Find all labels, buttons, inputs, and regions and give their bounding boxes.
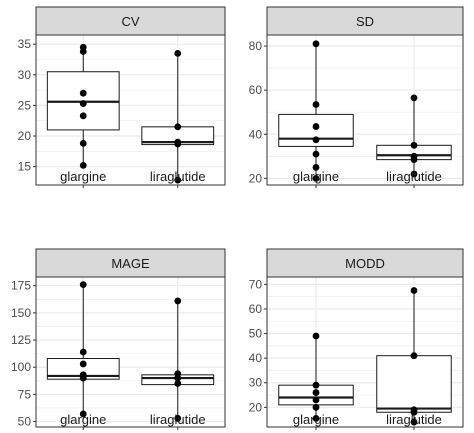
data-point [174, 297, 182, 305]
data-point [79, 360, 87, 368]
x-category-label: liraglutide [386, 412, 442, 427]
data-point [79, 48, 87, 55]
data-point [312, 123, 320, 130]
y-tick-label: 40 [249, 351, 263, 365]
panel-border [266, 276, 464, 428]
data-point [312, 414, 320, 422]
data-point [79, 281, 87, 289]
box-liraglutide [376, 94, 452, 178]
y-tick-label: 50 [249, 327, 263, 341]
data-point [312, 332, 320, 340]
data-point [79, 410, 87, 418]
data-point [174, 374, 182, 382]
y-tick-label: 80 [249, 39, 263, 53]
data-point [79, 100, 87, 107]
data-point [79, 139, 87, 147]
data-point [312, 40, 320, 48]
y-tick-label: 25 [18, 98, 32, 112]
facet-title: SD [356, 14, 374, 29]
facet-title: MAGE [111, 256, 150, 271]
x-category-label: liraglutide [150, 412, 206, 427]
data-point [410, 170, 418, 178]
data-point [174, 140, 182, 148]
data-point [79, 348, 87, 356]
y-tick-label: 20 [18, 129, 32, 143]
data-point [312, 403, 320, 411]
y-tick-label: 35 [18, 37, 32, 51]
facet-cv: CV 15 20 25 30 35 glargine liraglutide [18, 6, 226, 188]
y-tick-label: 20 [249, 171, 263, 185]
data-point [79, 162, 87, 169]
data-point [174, 49, 182, 57]
data-point [79, 89, 87, 97]
panel-border [35, 34, 226, 186]
y-tick-label: 150 [11, 306, 31, 320]
data-point [312, 163, 320, 171]
facet-strip [266, 248, 464, 278]
data-point [312, 389, 320, 396]
data-point [410, 408, 418, 416]
x-category-label: glargine [293, 412, 339, 427]
x-category-label: glargine [293, 169, 339, 184]
panel-border [266, 34, 464, 186]
facet-title: CV [121, 14, 139, 29]
box-liraglutide [376, 287, 452, 426]
iqr-box [376, 355, 452, 413]
plot-area [267, 35, 463, 185]
data-point [410, 287, 418, 294]
y-tick-label: 60 [249, 302, 263, 316]
data-point [312, 101, 320, 108]
data-point [312, 396, 320, 404]
data-point [410, 156, 418, 164]
facet-mage: MAGE 50 75 100 125 150 175 glargine liraglutide [11, 248, 226, 430]
box-glargine [46, 281, 120, 418]
data-point [79, 112, 87, 120]
y-tick-label: 75 [18, 387, 32, 401]
data-point [174, 380, 182, 387]
data-point [410, 94, 418, 102]
data-point [174, 414, 182, 422]
y-tick-label: 50 [18, 415, 32, 429]
data-point [312, 150, 320, 158]
plot-area [36, 277, 225, 427]
y-tick-label: 30 [249, 376, 263, 390]
facet-sd: SD 20 40 60 80 glargine liraglutide [249, 6, 464, 188]
data-point [410, 352, 418, 360]
y-tick-label: 40 [249, 127, 263, 141]
facet-title: MODD [345, 256, 385, 271]
y-tick-label: 70 [249, 277, 263, 291]
x-category-label: liraglutide [386, 169, 442, 184]
facet-modd: MODD 20 30 40 50 60 70 glargine liraglutide [249, 248, 464, 430]
data-point [312, 174, 320, 182]
x-category-label: glargine [60, 169, 106, 184]
box-liraglutide [141, 49, 215, 184]
data-point [312, 381, 320, 389]
facet-strip [35, 6, 226, 36]
data-point [174, 176, 182, 184]
data-point [174, 123, 182, 131]
x-category-label: liraglutide [150, 169, 206, 184]
y-tick-label: 100 [11, 360, 31, 374]
y-tick-label: 20 [249, 400, 263, 414]
y-tick-label: 30 [18, 68, 32, 82]
data-point [410, 418, 418, 426]
facet-strip [35, 248, 226, 278]
y-tick-label: 175 [11, 279, 31, 293]
y-tick-label: 125 [11, 333, 31, 347]
data-point [79, 374, 87, 382]
box-glargine [278, 332, 354, 422]
data-point [312, 136, 320, 144]
data-point [410, 141, 418, 149]
box-liraglutide [141, 297, 215, 422]
x-category-label: glargine [60, 412, 106, 427]
box-glargine [278, 40, 354, 182]
y-tick-label: 60 [249, 83, 263, 97]
box-glargine [46, 43, 120, 169]
y-tick-label: 15 [18, 160, 32, 174]
panel-border [35, 276, 226, 428]
